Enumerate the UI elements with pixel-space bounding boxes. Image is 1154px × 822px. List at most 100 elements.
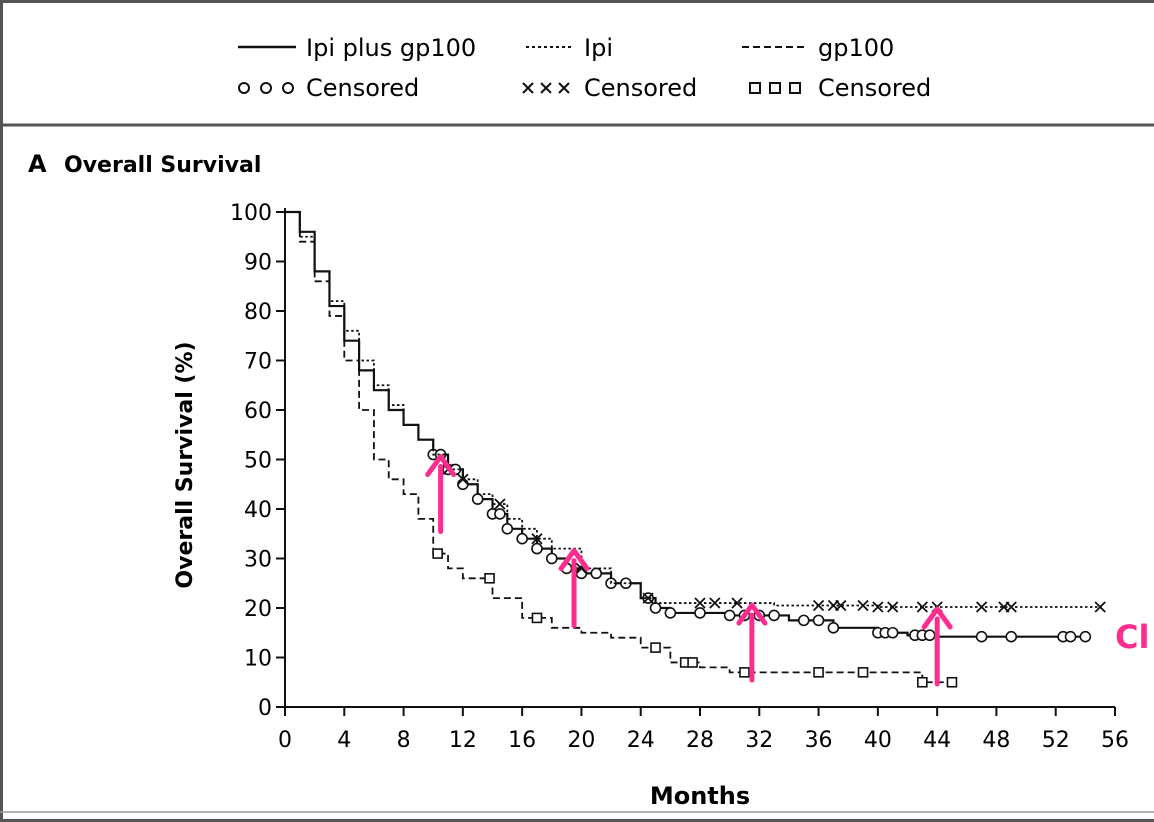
y-tick-label: 10 [244,647,272,672]
censor-marker-square [432,548,443,559]
panel-title: Overall Survival [64,153,261,178]
legend-label: Ipi [584,34,613,62]
censor-marker-x [642,592,654,604]
legend-item-series-3: gp100 [742,34,894,62]
censor-marker-square [687,657,698,668]
censor-marker-square [917,676,928,688]
censor-marker-circle [590,567,603,580]
censor-marker-square [739,667,750,678]
circle-marker-icon [260,82,272,94]
censor-marker-square [650,642,661,653]
censor-marker-x [812,599,825,612]
censor-marker-x [531,533,543,545]
censor-marker-circle [923,629,936,642]
y-tick-label: 0 [258,696,272,721]
censor-marker-x [709,597,721,609]
censor-marker-square [857,667,869,678]
x-tick-label: 16 [508,728,536,753]
censor-marker-circle [797,614,810,627]
square-marker-icon [749,82,761,94]
x-tick-label: 36 [805,728,833,753]
y-tick-label: 20 [244,597,272,622]
censor-marker-square [813,667,824,678]
y-tick-label: 40 [244,498,272,523]
highlight-arrows [425,454,953,687]
y-tick-label: 30 [244,548,272,573]
x-tick-label: 44 [923,728,951,753]
censor-marker-circle [501,522,514,535]
censor-marker-circle [812,614,825,627]
x-marker-icon [522,82,570,94]
censor-marker-square [531,612,543,624]
square-marker-icon [769,82,781,94]
censor-marker-circle [531,542,543,555]
legend-label: Censored [306,74,419,102]
highlight-arrow-head [425,454,457,478]
censor-marker-square [946,676,958,688]
highlight-arrow-head [736,602,768,626]
censor-marker-circle [1064,630,1077,643]
censor-marker-x [1005,601,1017,613]
censor-marker-circle [886,626,899,639]
x-tick-label: 24 [627,728,655,753]
censor-marker-circle [649,602,662,614]
x-tick-label: 32 [745,728,773,753]
y-tick-label: 90 [244,251,272,276]
censor-marker-circle [545,552,558,565]
censor-marker-x [887,601,899,613]
censor-marker-x [975,601,988,613]
censor-marker-x [494,498,506,510]
panel-letter: A [28,150,47,178]
legend-label: Censored [584,74,697,102]
x-tick-label: 0 [278,728,292,753]
censor-marker-circle [768,609,780,622]
y-tick-label: 100 [230,201,272,226]
series-group [285,210,1106,688]
legend: Ipi plus gp100 Ipi gp100 Censored Censor… [238,34,931,102]
y-tick-label: 50 [244,449,272,474]
x-tick-label: 8 [397,728,411,753]
censor-marker-x [872,601,884,613]
x-tick-label: 4 [337,728,351,753]
censor-marker-circle [494,508,506,520]
highlight-arrow-head [558,548,590,572]
cropped-annotation-text: Cl [1115,618,1149,656]
legend-label: gp100 [818,34,894,62]
x-tick-label: 28 [686,728,714,753]
legend-censored-x: Censored [522,74,697,102]
legend-censored-circle: Censored [238,74,419,102]
x-tick-label: 56 [1101,728,1129,753]
censor-marker-circle [471,493,484,505]
censor-marker-circle [723,609,736,622]
circle-marker-icon [238,82,250,94]
legend-item-series-2: Ipi [526,34,613,62]
censor-marker-circle [1005,630,1018,643]
censor-marker-circle [516,532,528,545]
x-tick-label: 52 [1042,728,1070,753]
y-tick-label: 80 [244,300,272,325]
censor-marker-x [694,597,706,609]
y-tick-label: 60 [244,399,272,424]
censor-marker-x [857,599,869,612]
series-line-2 [285,211,1101,608]
legend-censored-square: Censored [749,74,931,102]
series-line-3 [285,211,952,684]
highlight-arrow-head [921,606,953,630]
censor-marker-x [731,597,743,609]
censor-marker-circle [694,607,706,619]
censor-marker-square [484,572,495,584]
x-tick-label: 20 [567,728,595,753]
x-tick-label: 48 [982,728,1010,753]
censor-marker-circle [1079,630,1092,643]
x-axis-label: Months [650,782,750,810]
censor-marker-x [457,473,469,485]
censor-marker-circle [975,630,988,643]
censor-marker-circle [664,607,677,619]
x-tick-label: 40 [864,728,892,753]
circle-marker-icon [282,82,294,94]
legend-item-series-1: Ipi plus gp100 [238,34,476,62]
censor-marker-circle [827,621,840,634]
